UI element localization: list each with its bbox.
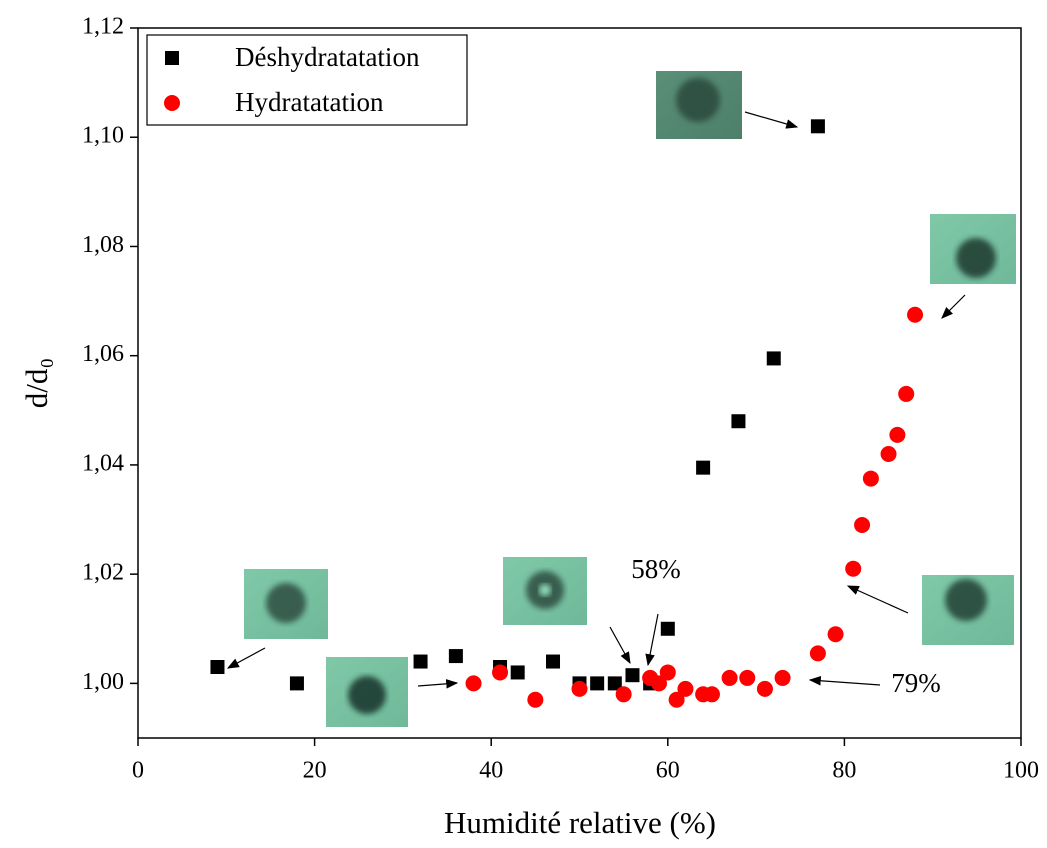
y-tick-label: 1,12 <box>82 14 124 40</box>
y-tick-label: 1,08 <box>82 232 124 258</box>
point <box>546 654 561 669</box>
point <box>571 680 588 697</box>
point <box>668 691 685 708</box>
point <box>880 446 897 462</box>
y-tick-label: 1,02 <box>82 560 124 586</box>
point <box>766 351 781 366</box>
point <box>289 676 304 691</box>
point <box>827 626 844 643</box>
point <box>696 460 711 475</box>
x-tick-label: 80 <box>832 758 856 784</box>
point <box>862 470 879 487</box>
point <box>854 517 871 533</box>
x-tick-label: 0 <box>132 758 144 784</box>
y-tick-label: 1,10 <box>82 123 124 149</box>
y-tick-label: 1,06 <box>82 341 124 367</box>
point <box>703 686 720 703</box>
annotation: 58% <box>631 554 681 584</box>
point <box>721 669 738 686</box>
point <box>660 621 675 636</box>
point <box>492 664 509 681</box>
x-tick-label: 40 <box>479 758 503 784</box>
point <box>607 676 622 691</box>
legend-marker <box>164 95 180 111</box>
point <box>413 654 428 669</box>
point <box>510 665 525 680</box>
point <box>210 660 225 674</box>
point <box>465 675 482 692</box>
legend-label: Déshydratatation <box>235 42 420 72</box>
point <box>677 680 694 697</box>
y-axis-label: d/d₀ <box>19 358 54 408</box>
point <box>907 306 924 323</box>
y-tick-label: 1,00 <box>82 669 124 695</box>
point <box>898 385 915 402</box>
point <box>845 560 862 577</box>
point <box>739 669 756 686</box>
x-tick-label: 60 <box>656 758 680 784</box>
point <box>527 691 544 708</box>
plot-frame <box>137 27 1022 739</box>
point <box>756 680 773 697</box>
x-tick-label: 100 <box>1003 758 1039 784</box>
y-tick-label: 1,04 <box>82 450 124 476</box>
legend-label: Hydratatation <box>235 87 384 117</box>
photos <box>244 71 1016 727</box>
arrows <box>226 111 966 689</box>
point <box>659 664 676 681</box>
point <box>615 686 632 703</box>
point <box>731 414 746 429</box>
point <box>590 676 605 691</box>
point <box>448 649 463 664</box>
x-tick-label: 20 <box>303 758 327 784</box>
point <box>809 645 826 662</box>
legend <box>146 34 468 126</box>
annotation: 79% <box>891 668 941 698</box>
point <box>889 426 906 443</box>
point <box>774 669 791 686</box>
x-axis-label: Humidité relative (%) <box>444 805 716 840</box>
point <box>625 668 640 683</box>
point <box>810 119 825 134</box>
point <box>650 675 667 692</box>
legend-marker <box>165 51 179 65</box>
